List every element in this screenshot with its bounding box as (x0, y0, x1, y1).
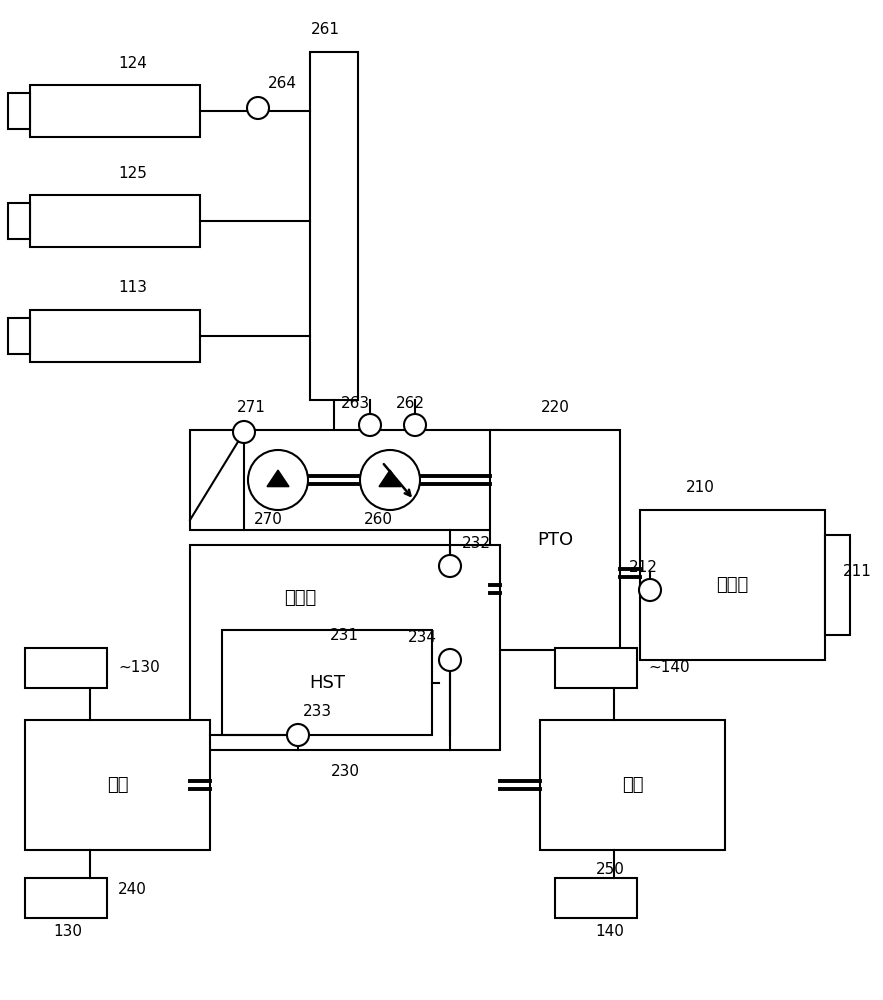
Text: 234: 234 (408, 631, 437, 646)
Text: 263: 263 (341, 395, 370, 410)
Text: 211: 211 (843, 564, 872, 580)
Circle shape (439, 649, 461, 671)
Text: 240: 240 (118, 882, 147, 898)
Text: 124: 124 (118, 55, 147, 70)
Circle shape (233, 421, 255, 443)
Circle shape (359, 414, 381, 436)
Bar (555, 878, 637, 918)
Text: 230: 230 (330, 764, 359, 780)
Bar (222, 630, 432, 735)
Bar (25, 878, 107, 918)
Text: 125: 125 (118, 165, 147, 180)
Bar (490, 430, 620, 650)
Text: 231: 231 (330, 628, 359, 643)
Text: 232: 232 (462, 536, 491, 550)
Circle shape (404, 414, 426, 436)
Text: 271: 271 (237, 400, 266, 416)
Circle shape (247, 97, 269, 119)
Text: 260: 260 (364, 512, 393, 528)
Bar (640, 510, 825, 660)
Bar (30, 85, 200, 137)
Text: 113: 113 (118, 280, 147, 296)
Circle shape (360, 450, 420, 510)
Bar (8, 203, 30, 239)
Bar (8, 318, 30, 354)
Text: ~130: ~130 (118, 660, 160, 676)
Text: 270: 270 (253, 512, 283, 528)
Circle shape (248, 450, 308, 510)
Bar (25, 720, 210, 850)
Text: 130: 130 (54, 924, 82, 940)
Text: 220: 220 (540, 400, 570, 416)
Text: 212: 212 (629, 560, 658, 574)
Bar (30, 310, 200, 362)
Circle shape (287, 724, 309, 746)
Text: 264: 264 (268, 76, 297, 91)
Circle shape (639, 579, 661, 601)
Bar (555, 648, 637, 688)
Text: 261: 261 (311, 22, 339, 37)
Circle shape (439, 555, 461, 577)
Bar (190, 430, 500, 530)
Text: 发动机: 发动机 (716, 576, 749, 594)
Text: ~140: ~140 (648, 660, 690, 676)
Text: 前桥: 前桥 (107, 776, 128, 794)
Text: HST: HST (309, 674, 345, 692)
Text: 140: 140 (595, 924, 624, 940)
Bar (8, 93, 30, 129)
Bar (190, 545, 500, 750)
Text: 262: 262 (396, 395, 425, 410)
Bar (310, 52, 358, 400)
Text: 210: 210 (685, 481, 714, 495)
Bar (825, 535, 850, 635)
Bar (25, 648, 107, 688)
Polygon shape (379, 470, 401, 487)
Bar (540, 720, 725, 850)
Text: 变速器: 变速器 (283, 589, 316, 607)
Bar (30, 195, 200, 247)
Text: PTO: PTO (537, 531, 573, 549)
Text: 250: 250 (595, 862, 624, 878)
Text: 233: 233 (303, 704, 332, 720)
Polygon shape (267, 470, 289, 487)
Text: 后桥: 后桥 (622, 776, 643, 794)
